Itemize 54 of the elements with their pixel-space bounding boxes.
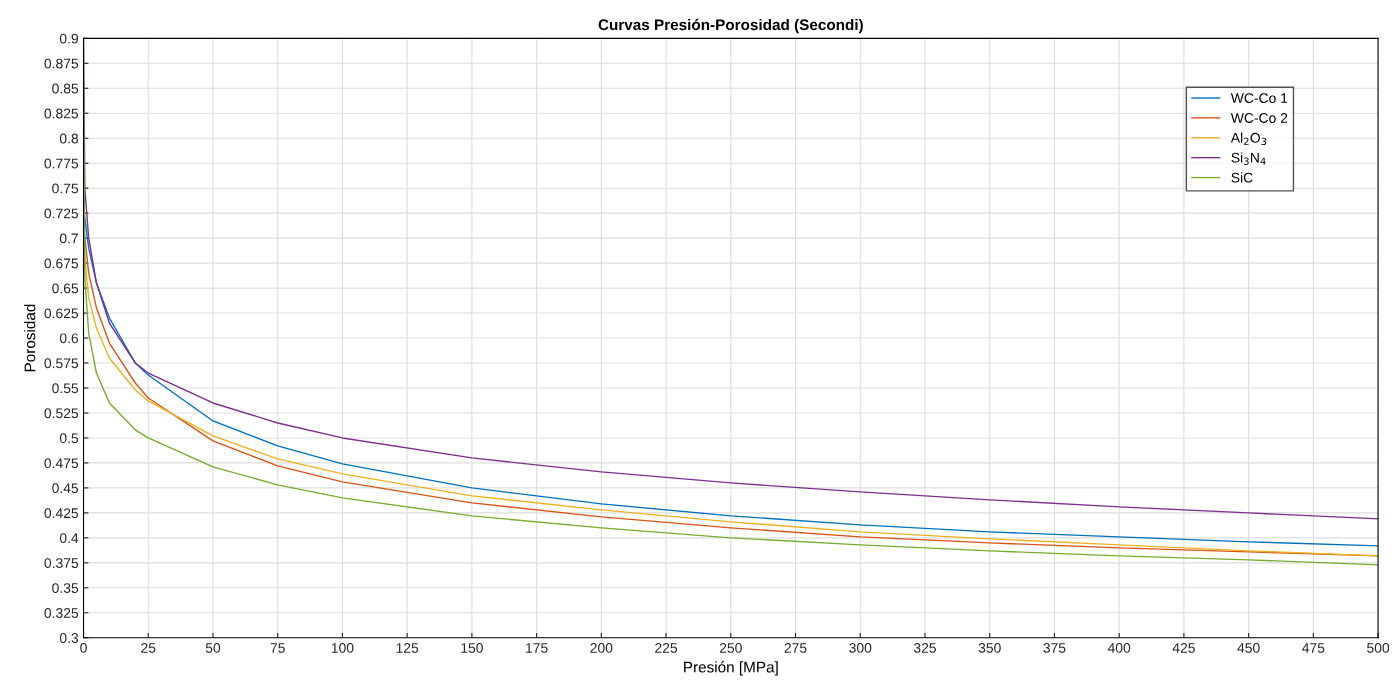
x-tick-label: 325 bbox=[913, 642, 936, 653]
x-tick-label: 0 bbox=[80, 642, 87, 653]
y-tick-label: 0.55 bbox=[52, 383, 79, 394]
y-tick-label: 0.75 bbox=[52, 183, 79, 194]
x-tick-label: 250 bbox=[719, 642, 742, 653]
y-tick-label: 0.8 bbox=[59, 133, 79, 144]
y-tick-label: 0.4 bbox=[59, 533, 79, 544]
x-tick-label: 300 bbox=[849, 642, 872, 653]
y-tick-label: 0.775 bbox=[44, 158, 79, 169]
x-axis-title: Presión [MPa] bbox=[684, 661, 778, 676]
legend-label: Si$_{3}$N$_{4}$ bbox=[1231, 152, 1266, 165]
y-tick-label: 0.425 bbox=[44, 508, 79, 519]
y-tick-label: 0.475 bbox=[44, 458, 79, 469]
chart-title: Curvas Presión-Porosidad (Secondi) bbox=[598, 18, 863, 34]
y-tick-label: 0.575 bbox=[44, 358, 79, 369]
y-tick-label: 0.7 bbox=[59, 233, 78, 244]
legend-label: Al$_{2}$O$_{3}$ bbox=[1230, 132, 1267, 145]
y-tick-label: 0.725 bbox=[44, 208, 79, 219]
y-tick-label: 0.325 bbox=[44, 608, 79, 618]
x-tick-label: 450 bbox=[1237, 642, 1260, 653]
y-tick-label: 0.35 bbox=[52, 583, 79, 593]
y-tick-label: 0.675 bbox=[44, 258, 79, 269]
x-tick-label: 175 bbox=[526, 643, 548, 653]
x-tick-label: 200 bbox=[590, 642, 613, 653]
y-tick-label: 0.3 bbox=[59, 633, 79, 643]
x-tick-label: 225 bbox=[655, 642, 678, 653]
y-tick-label: 0.85 bbox=[52, 83, 79, 94]
x-tick-label: 400 bbox=[1107, 642, 1131, 653]
y-tick-label: 0.625 bbox=[44, 308, 79, 319]
y-tick-label: 0.375 bbox=[44, 558, 79, 568]
x-tick-label: 375 bbox=[1043, 642, 1066, 653]
y-tick-label: 0.525 bbox=[44, 408, 79, 419]
x-tick-label: 150 bbox=[461, 642, 483, 653]
x-tick-label: 125 bbox=[396, 642, 419, 653]
x-tick-label: 50 bbox=[205, 642, 221, 653]
y-axis-title: Porosidad bbox=[24, 304, 36, 372]
x-tick-label: 275 bbox=[784, 642, 807, 653]
y-tick-label: 0.825 bbox=[44, 108, 79, 119]
y-tick-label: 0.45 bbox=[52, 483, 79, 494]
x-tick-label: 350 bbox=[978, 642, 1001, 653]
x-tick-label: 25 bbox=[141, 642, 156, 653]
x-tick-label: 100 bbox=[331, 642, 354, 653]
y-tick-label: 0.6 bbox=[59, 333, 79, 344]
legend-label: WC-Co 2 bbox=[1230, 113, 1288, 123]
y-tick-label: 0.65 bbox=[52, 283, 79, 294]
x-tick-label: 75 bbox=[270, 643, 285, 653]
legend-label: WC-Co 1 bbox=[1230, 93, 1288, 103]
x-tick-label: 500 bbox=[1367, 642, 1390, 653]
legend-label: SiC bbox=[1231, 172, 1253, 183]
y-tick-label: 0.5 bbox=[59, 433, 79, 444]
y-tick-label: 0.875 bbox=[44, 58, 79, 69]
x-tick-label: 425 bbox=[1172, 642, 1195, 653]
x-tick-label: 475 bbox=[1302, 643, 1325, 653]
y-tick-label: 0.9 bbox=[59, 33, 78, 44]
